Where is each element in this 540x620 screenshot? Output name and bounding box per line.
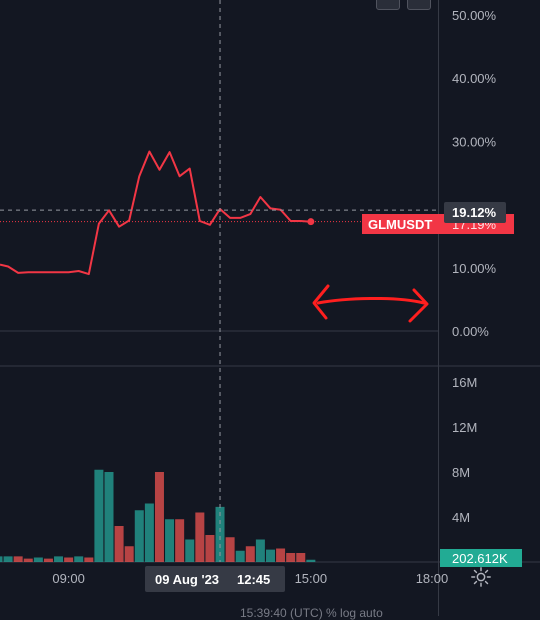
price-tick-label: 10.00%: [452, 261, 497, 276]
time-tick-label: 15:00: [295, 571, 328, 586]
volume-bar: [235, 550, 245, 562]
price-tick-label: 0.00%: [452, 324, 489, 339]
volume-bar: [134, 510, 144, 562]
volume-bar: [144, 503, 154, 562]
volume-bar: [84, 557, 94, 562]
last-price-dot: [307, 218, 315, 226]
volume-bar: [296, 553, 306, 562]
volume-bar: [165, 519, 175, 562]
camera-icon[interactable]: [407, 0, 431, 10]
volume-tick-label: 4M: [452, 510, 470, 525]
status-bar: 15:39:40 (UTC) % log auto: [240, 606, 383, 620]
volume-bar: [13, 556, 23, 562]
volume-bar: [33, 557, 43, 562]
volume-value-label: 202.612K: [452, 551, 508, 566]
volume-bar: [175, 519, 185, 562]
volume-value-tag: 202.612K: [440, 549, 522, 567]
time-tick-label: 18:00: [416, 571, 449, 586]
volume-bar: [265, 549, 275, 562]
volume-bar: [154, 472, 164, 562]
volume-bar: [64, 557, 74, 562]
crosshair-time-label: 12:45: [237, 572, 270, 587]
volume-bar: [124, 546, 134, 562]
volume-bar: [23, 558, 33, 562]
time-tick-label: 09:00: [52, 571, 85, 586]
volume-axis[interactable]: 16M 12M 8M 4M: [452, 375, 477, 525]
symbol-tag-label: GLMUSDT: [368, 217, 432, 232]
volume-bar: [286, 553, 296, 562]
crosshair-time-tag: 09 Aug '23 12:45: [145, 566, 285, 592]
volume-bar: [225, 537, 235, 562]
volume-bar: [43, 558, 53, 562]
volume-bar: [306, 559, 316, 562]
volume-tick-label: 16M: [452, 375, 477, 390]
gear-icon[interactable]: [470, 566, 492, 588]
crosshair-date-label: 09 Aug '23: [155, 572, 219, 587]
volume-bar: [74, 556, 84, 562]
volume-bar: [3, 556, 13, 562]
volume-bar: [94, 469, 104, 562]
volume-tick-label: 12M: [452, 420, 477, 435]
volume-bar: [195, 512, 205, 562]
volume-tick-label: 8M: [452, 465, 470, 480]
volume-bar: [276, 548, 286, 562]
volume-bar: [185, 539, 195, 562]
volume-bar: [0, 556, 3, 562]
crosshair-value-label: 19.12%: [452, 205, 497, 220]
time-axis[interactable]: 09:00 15:00 18:00: [52, 571, 448, 586]
download-icon[interactable]: [376, 0, 400, 10]
volume-bar: [205, 535, 215, 562]
crosshair-value-tag: 19.12%: [444, 202, 506, 223]
volume-bars: [0, 469, 316, 562]
volume-bar: [54, 556, 64, 562]
price-tick-label: 50.00%: [452, 8, 497, 23]
price-line: [0, 150, 311, 276]
double-arrow-annotation[interactable]: [312, 284, 429, 323]
volume-bar: [114, 526, 124, 562]
price-tick-label: 30.00%: [452, 134, 497, 149]
price-axis[interactable]: 50.00% 40.00% 30.00% 10.00% 0.00%: [452, 8, 497, 339]
volume-bar: [215, 506, 225, 562]
price-tick-label: 40.00%: [452, 71, 497, 86]
volume-bar: [255, 539, 265, 562]
volume-bar: [245, 546, 255, 562]
volume-bar: [104, 472, 114, 562]
